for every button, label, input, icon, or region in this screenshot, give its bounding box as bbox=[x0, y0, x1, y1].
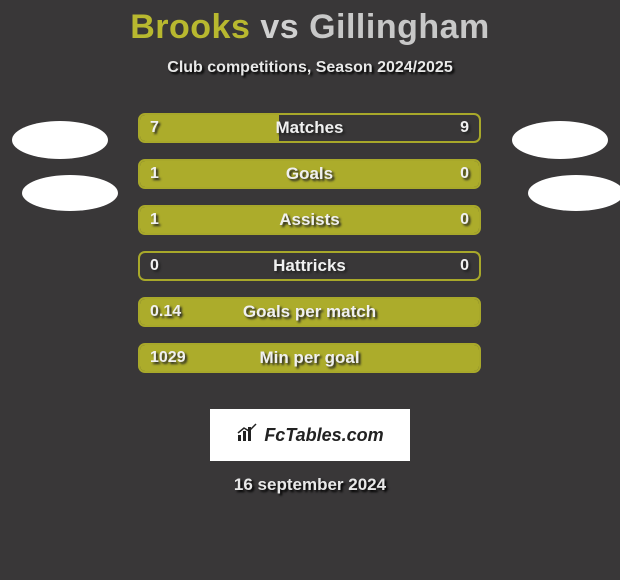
stat-value-left: 0 bbox=[150, 253, 159, 279]
bar-fill-left bbox=[140, 345, 479, 371]
team-badge-right-1 bbox=[512, 121, 608, 159]
team-badge-left-2 bbox=[22, 175, 118, 211]
stat-value-right: 0 bbox=[460, 253, 469, 279]
team-badge-left-1 bbox=[12, 121, 108, 159]
comparison-infographic: Brooks vs Gillingham Club competitions, … bbox=[0, 0, 620, 495]
bar-fill-left bbox=[140, 207, 398, 233]
stat-row: 0.14Goals per match bbox=[138, 297, 481, 327]
chart-icon bbox=[236, 423, 260, 448]
stat-row: 0 0Hattricks bbox=[138, 251, 481, 281]
team-badge-right-2 bbox=[528, 175, 620, 211]
subtitle: Club competitions, Season 2024/2025 bbox=[0, 59, 620, 77]
stat-label: Hattricks bbox=[140, 253, 479, 279]
bar-fill-right bbox=[398, 207, 479, 233]
bar-fill-right bbox=[398, 161, 479, 187]
bar-fill-left bbox=[140, 161, 398, 187]
stat-row: 79Matches bbox=[138, 113, 481, 143]
bar-fill-left bbox=[140, 115, 279, 141]
stat-row: 10Assists bbox=[138, 205, 481, 235]
stat-row: 1029Min per goal bbox=[138, 343, 481, 373]
source-logo-text: FcTables.com bbox=[264, 425, 383, 446]
stat-bars: 79Matches 10Goals 10Assists 0 0Hattricks 0.14… bbox=[138, 113, 481, 389]
vs-text: vs bbox=[260, 8, 299, 46]
stat-value-right: 9 bbox=[460, 115, 469, 141]
player1-name: Brooks bbox=[130, 8, 250, 46]
player2-name: Gillingham bbox=[309, 8, 490, 46]
stat-row: 10Goals bbox=[138, 159, 481, 189]
bar-fill-left bbox=[140, 299, 479, 325]
date-text: 16 september 2024 bbox=[0, 475, 620, 495]
source-logo-box: FcTables.com bbox=[210, 409, 410, 461]
page-title: Brooks vs Gillingham bbox=[0, 8, 620, 47]
chart-area: 79Matches 10Goals 10Assists 0 0Hattricks 0.14… bbox=[0, 113, 620, 403]
